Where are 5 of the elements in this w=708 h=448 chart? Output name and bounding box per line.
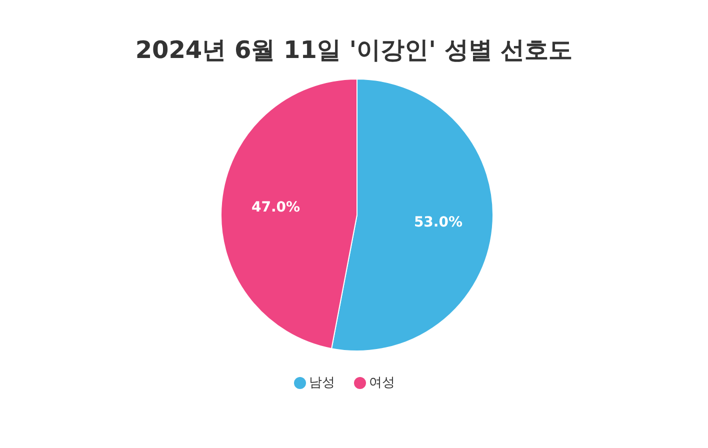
- data-label: 47.0%: [251, 199, 300, 216]
- data-label: 53.0%: [414, 214, 463, 231]
- legend-label: 남성: [309, 376, 335, 390]
- legend-label: 여성: [369, 376, 395, 390]
- chart-title: 2024년 6월 11일 '이강인' 성별 선호도: [135, 36, 573, 64]
